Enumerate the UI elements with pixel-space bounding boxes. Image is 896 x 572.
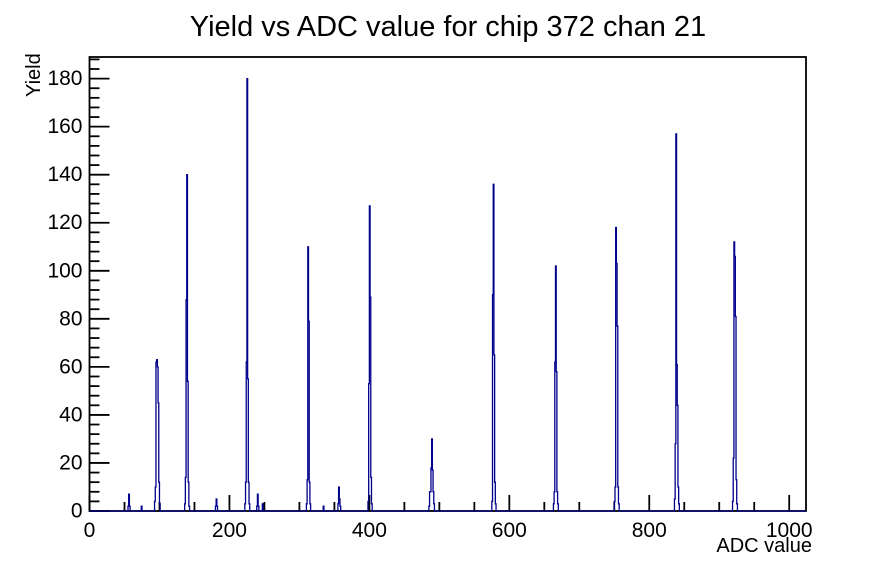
y-tick-label: 160 [47,115,82,138]
y-tick-label: 180 [47,67,82,90]
y-tick-label: 40 [59,403,82,426]
plot-frame [88,56,807,512]
chart-title: Yield vs ADC value for chip 372 chan 21 [190,11,706,43]
y-tick-label: 60 [59,355,82,378]
y-axis-ticks [89,58,110,512]
x-tick-label: 400 [352,519,387,542]
plot-frame-rect [88,56,807,512]
x-axis-ticks [88,495,791,511]
y-tick-label: 20 [59,451,82,474]
x-tick-label: 200 [212,519,247,542]
x-tick-label: 600 [492,519,527,542]
histogram-line [89,77,806,512]
x-tick-label: 800 [632,519,667,542]
y-axis-title: Yield [23,53,45,97]
y-tick-label: 80 [59,307,82,330]
y-axis-labels: 0 20 40 60 80 100 120 140 160 180 [47,67,82,522]
histogram-step-path [89,77,806,512]
y-tick-label: 120 [47,211,82,234]
y-tick-label: 140 [47,163,82,186]
x-axis-title: ADC value [716,535,812,557]
x-tick-label: 1000 [766,519,813,542]
y-tick-label: 100 [47,259,82,282]
x-axis-labels: 0 200 400 600 800 1000 [84,519,813,542]
x-tick-label: 0 [84,519,96,542]
y-tick-label: 0 [71,500,83,523]
